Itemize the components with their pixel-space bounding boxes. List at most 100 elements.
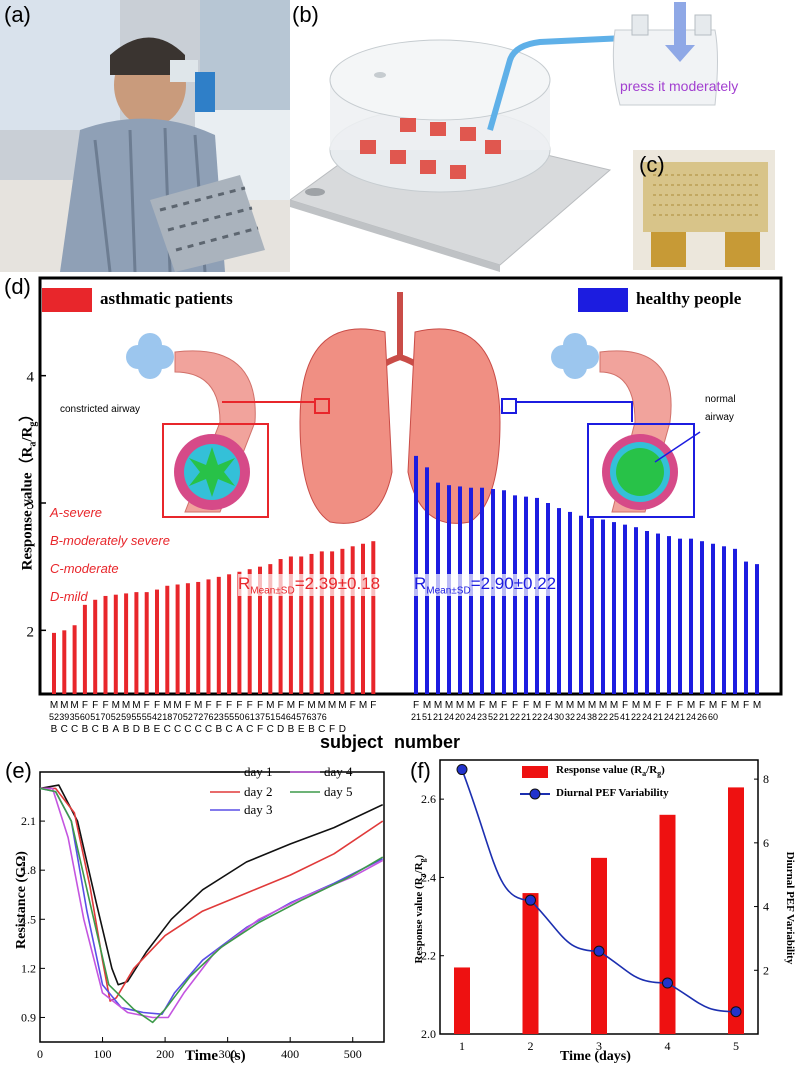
healthy-bar [689,538,693,694]
healthy-bar [700,541,704,694]
asthma-age-label: 55 [224,712,234,722]
healthy-sex-label: M [610,700,618,711]
asthma-bar [144,592,149,694]
asthma-age-label: 76 [203,712,213,722]
f-response-bar [454,967,470,1034]
asthma-grade-label: D [339,724,346,735]
panel-b-device: (b) press it moderately [288,0,800,272]
asthma-grade-label: B [123,724,130,735]
panel-e: 0 100 200 300 400 500 0.9 1.2 1.5 1.8 2.1 day 1 day… [0,752,400,1072]
healthy-sex-label: F [479,700,485,711]
asthma-bar [227,574,232,694]
asthma-sex-label: M [163,700,171,711]
f-xtick-label: 4 [665,1039,671,1053]
asthma-grade-label: B [215,724,222,735]
normal-airway-label-1: normal [705,394,736,405]
f-ytick-label: 2.0 [421,1027,436,1041]
asthma-bar [206,579,211,694]
asthma-bar [62,630,67,694]
f-ytick-label: 2.2 [421,949,436,963]
panel-d-xlabel: subject number [320,732,461,752]
f-pef-point [593,945,605,957]
panel-e-ylabel: Resistance (GΩ) [14,851,29,949]
e-xtick-label: 300 [219,1047,237,1061]
day-4-line [40,787,384,1019]
asthma-bar [165,585,170,694]
patient-photo [0,0,290,273]
healthy-age-label: 22 [532,712,542,722]
asthma-age-label: 51 [90,712,100,722]
asthma-bar [288,556,293,694]
f-y2tick-label: 6 [763,836,769,850]
healthy-sex-label: M [687,700,695,711]
panel-d-label: (d) [4,274,31,299]
asthma-grade-label: F [329,724,335,735]
normal-airway-label-2: airway [705,412,734,423]
healthy-bar [557,508,561,694]
asthma-age-label: 39 [59,712,69,722]
press-instruction: press it moderately [620,78,739,94]
healthy-sex-label: F [512,700,518,711]
asthma-grade-label: C [71,724,78,735]
panel-f-label: (f) [410,758,431,783]
asthma-age-label: 64 [286,712,296,722]
asthma-grade-label: D [133,724,140,735]
healthy-sex-label: F [666,700,672,711]
healthy-sex-label: F [622,700,628,711]
e-xtick-label: 500 [344,1047,362,1061]
healthy-bar [722,546,726,694]
asthma-sex-label: F [82,700,88,711]
asthma-sex-label: F [226,700,232,711]
healthy-age-label: 41 [620,712,630,722]
normal-airway-illustration [501,333,701,518]
legend-line-marker [529,788,541,800]
asthma-age-label: 52 [49,712,59,722]
healthy-bar [711,543,715,694]
f-pef-point [662,977,673,989]
asthma-sex-label: M [287,700,295,711]
asthma-mean-stat: RMean±SD=2.39±0.18 [238,574,381,597]
f-y2tick-label: 2 [763,963,769,977]
healthy-sex-label: M [467,700,475,711]
healthy-age-label: 24 [466,712,476,722]
day-1-line [39,784,384,986]
healthy-age-label: 24 [444,712,454,722]
asthma-age-label: 55 [131,712,141,722]
asthma-sex-label: F [298,700,304,711]
asthma-grade-label: B [102,724,109,735]
asthma-bar [258,566,262,694]
asthma-sex-label: M [328,700,336,711]
f-xtick-label: 1 [459,1039,465,1053]
asthma-bar [350,546,355,694]
e-legend-label: day 1 [244,764,273,779]
asthma-sex-label: F [205,700,211,711]
asthma-age-label: 72 [193,712,203,722]
healthy-age-label: 24 [543,712,553,722]
asthma-bar [319,551,324,694]
healthy-sex-label: F [413,700,419,711]
f-xtick-label: 3 [596,1039,602,1053]
asthma-bar [268,564,273,694]
asthma-bar [103,595,108,694]
asthma-sex-label: M [194,700,202,711]
healthy-bar [623,524,627,694]
asthma-age-label: 51 [265,712,275,722]
e-xtick-label: 200 [156,1047,174,1061]
asthma-bar [309,553,314,694]
healthy-sex-label: M [577,700,585,711]
asthma-grade-label: E [298,724,305,735]
asthma-bar [237,571,242,694]
healthy-sex-label: M [555,700,563,711]
asthma-sex-label: M [60,700,68,711]
healthy-bar [579,515,583,694]
e-ytick-label: 1.5 [21,912,36,926]
asthma-grade-label: C [195,724,202,735]
asthma-bar [124,593,129,694]
panel-c-sensor: (c) [633,150,775,270]
asthma-sex-label: M [307,700,315,711]
healthy-sex-label: F [523,700,529,711]
asthma-grade-label: F [257,724,263,735]
e-ytick-label: 1.2 [21,961,36,975]
constricted-airway-label: constricted airway [60,404,141,415]
e-ytick-label: 0.9 [21,1010,36,1024]
